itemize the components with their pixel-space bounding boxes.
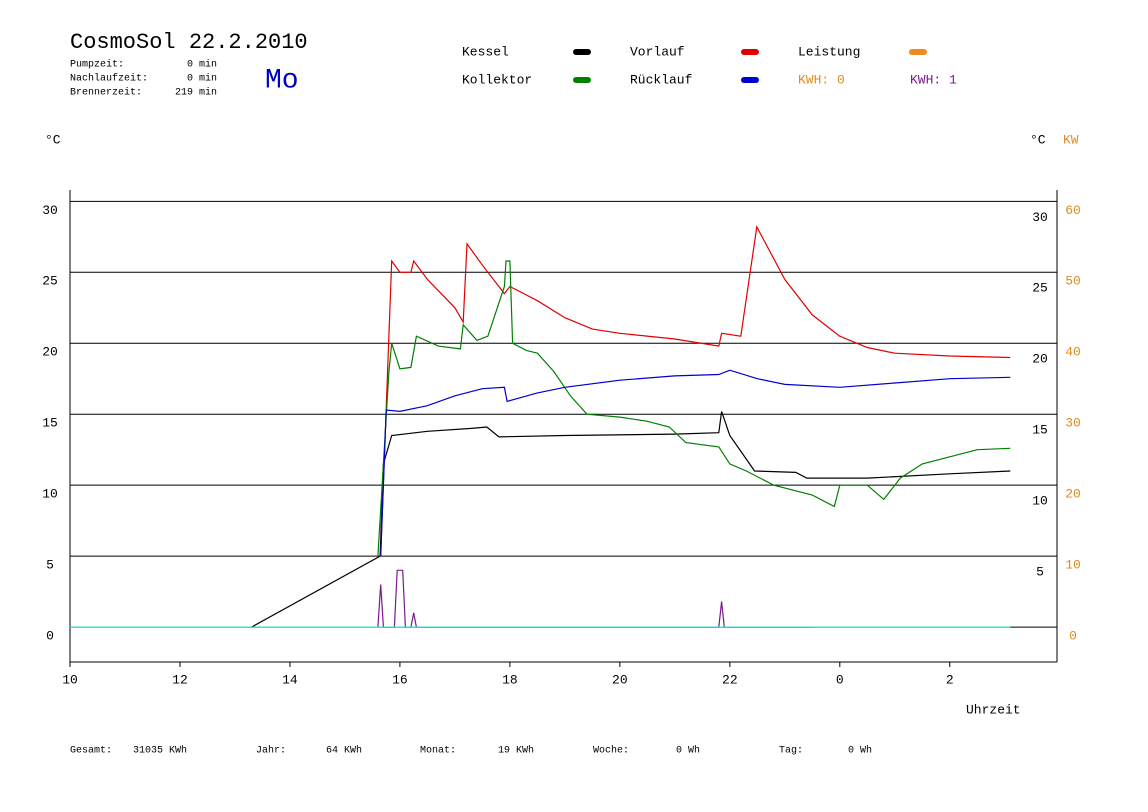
y-tick-label: 30 <box>42 203 58 218</box>
footer-label: Gesamt: <box>70 746 112 757</box>
y-tick-label-right: 15 <box>1032 423 1048 438</box>
y2-tick-label: 40 <box>1065 345 1081 360</box>
y2-tick-label: 20 <box>1065 487 1081 502</box>
y-tick-label-right: 5 <box>1036 565 1044 580</box>
series-line <box>380 369 1011 557</box>
x-tick-label: 10 <box>62 672 78 687</box>
y-tick-label: 0 <box>46 629 54 644</box>
legend-label: Kollektor <box>462 72 532 87</box>
x-tick-label: 18 <box>502 672 518 687</box>
y-tick-label: 15 <box>42 416 58 431</box>
legend-label: Kessel <box>462 44 509 59</box>
footer-value: 19 KWh <box>498 745 534 757</box>
y-unit-right: °C <box>1030 132 1046 147</box>
footer-label: Tag: <box>779 746 803 757</box>
info-value: 219 min <box>175 87 217 99</box>
title: CosmoSol 22.2.2010 <box>70 30 308 55</box>
y-tick-label: 20 <box>42 345 58 360</box>
y-unit-left: °C <box>45 132 61 147</box>
x-tick-label: 2 <box>946 672 954 687</box>
y-tick-label-right: 20 <box>1032 352 1048 367</box>
legend-label: Leistung <box>798 44 860 59</box>
y-tick-label-right: 25 <box>1032 281 1048 296</box>
annotation: KWH: 1 <box>910 72 957 87</box>
info-label: Brennerzeit: <box>70 87 142 99</box>
x-label: Uhrzeit <box>966 702 1021 717</box>
y-tick-label: 5 <box>46 558 54 573</box>
y2-tick-label: 50 <box>1065 274 1081 289</box>
day: Mo <box>265 65 299 96</box>
x-tick-label: 14 <box>282 672 298 687</box>
footer-label: Woche: <box>593 745 629 757</box>
info-value: 0 min <box>187 59 217 71</box>
footer-label: Jahr: <box>256 745 286 757</box>
footer-value: 31035 KWh <box>133 745 187 757</box>
footer-value: 0 Wh <box>676 745 700 757</box>
y2-tick-label: 0 <box>1069 629 1077 644</box>
x-tick-label: 0 <box>836 672 844 687</box>
annotation: KWH: 0 <box>798 72 845 87</box>
footer-label: Monat: <box>420 746 456 757</box>
y-tick-label-right: 10 <box>1032 494 1048 509</box>
y2-unit: KW <box>1063 132 1079 147</box>
x-tick-label: 22 <box>722 672 738 687</box>
y2-tick-label: 10 <box>1065 558 1081 573</box>
y-tick-label: 25 <box>42 274 58 289</box>
series-line <box>251 411 1011 628</box>
x-tick-label: 20 <box>612 672 628 687</box>
series-line <box>377 569 813 628</box>
info-label: Pumpzeit: <box>70 59 124 71</box>
y2-tick-label: 30 <box>1065 416 1081 431</box>
y-tick-label: 10 <box>42 487 58 502</box>
footer-value: 0 Wh <box>848 745 872 757</box>
y-tick-label-right: 30 <box>1032 210 1048 225</box>
legend-label: Vorlauf <box>630 44 685 59</box>
legend-label: Rücklauf <box>630 72 692 87</box>
y2-tick-label: 60 <box>1065 203 1081 218</box>
footer-value: 64 KWh <box>326 745 362 757</box>
x-tick-label: 12 <box>172 672 188 687</box>
series-line <box>380 225 1011 557</box>
series-line <box>377 260 1011 557</box>
info-value: 0 min <box>187 73 217 85</box>
x-tick-label: 16 <box>392 672 408 687</box>
info-label: Nachlaufzeit: <box>70 73 148 85</box>
